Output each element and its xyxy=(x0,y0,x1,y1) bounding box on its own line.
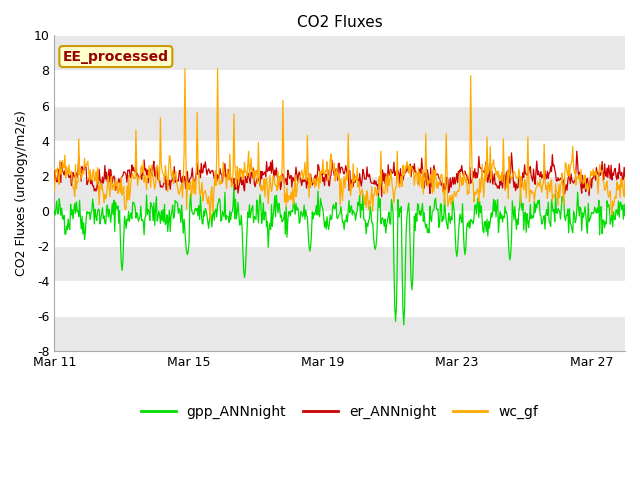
Text: EE_processed: EE_processed xyxy=(63,49,169,63)
Bar xyxy=(54,106,625,141)
Bar xyxy=(54,36,625,71)
Bar xyxy=(54,176,625,211)
Bar xyxy=(54,246,625,281)
Legend: gpp_ANNnight, er_ANNnight, wc_gf: gpp_ANNnight, er_ANNnight, wc_gf xyxy=(135,399,544,424)
Title: CO2 Fluxes: CO2 Fluxes xyxy=(297,15,383,30)
Bar xyxy=(54,316,625,351)
Y-axis label: CO2 Fluxes (urology/m2/s): CO2 Fluxes (urology/m2/s) xyxy=(15,110,28,276)
